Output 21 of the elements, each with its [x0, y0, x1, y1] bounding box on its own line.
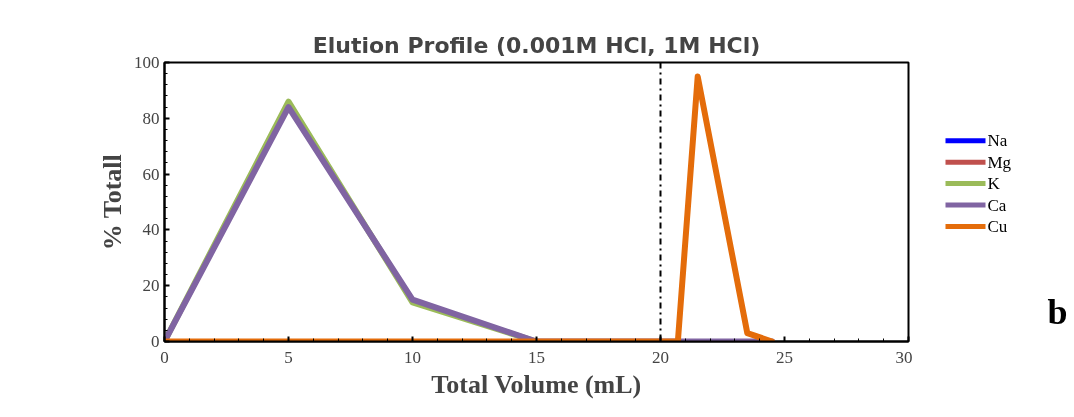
- legend-label: Ca: [987, 195, 1007, 215]
- x-tick-label: 25: [776, 347, 793, 367]
- y-axis-title: % Totall: [98, 154, 127, 251]
- legend-label: Mg: [987, 152, 1012, 172]
- x-tick-label: 10: [404, 347, 421, 367]
- legend-label: K: [987, 174, 1001, 194]
- legend-label: Na: [987, 131, 1008, 151]
- y-tick-label: 0: [151, 332, 160, 351]
- x-tick-label: 20: [652, 347, 669, 367]
- y-tick-label: 20: [142, 276, 160, 296]
- y-tick-label: 40: [142, 220, 160, 240]
- x-tick-label: 30: [895, 347, 913, 367]
- x-tick-label: 15: [528, 347, 545, 367]
- x-tick-label: 5: [284, 347, 293, 367]
- y-tick-label: 100: [134, 53, 160, 72]
- chart-title: Elution Profile (0.001M HCl, 1M HCl): [312, 32, 761, 58]
- text: b: [1047, 292, 1068, 333]
- y-tick-label: 60: [142, 164, 160, 184]
- y-tick-label: 80: [142, 108, 160, 128]
- x-axis-title: Total Volume (mL): [431, 369, 642, 399]
- legend-label: Cu: [987, 216, 1008, 236]
